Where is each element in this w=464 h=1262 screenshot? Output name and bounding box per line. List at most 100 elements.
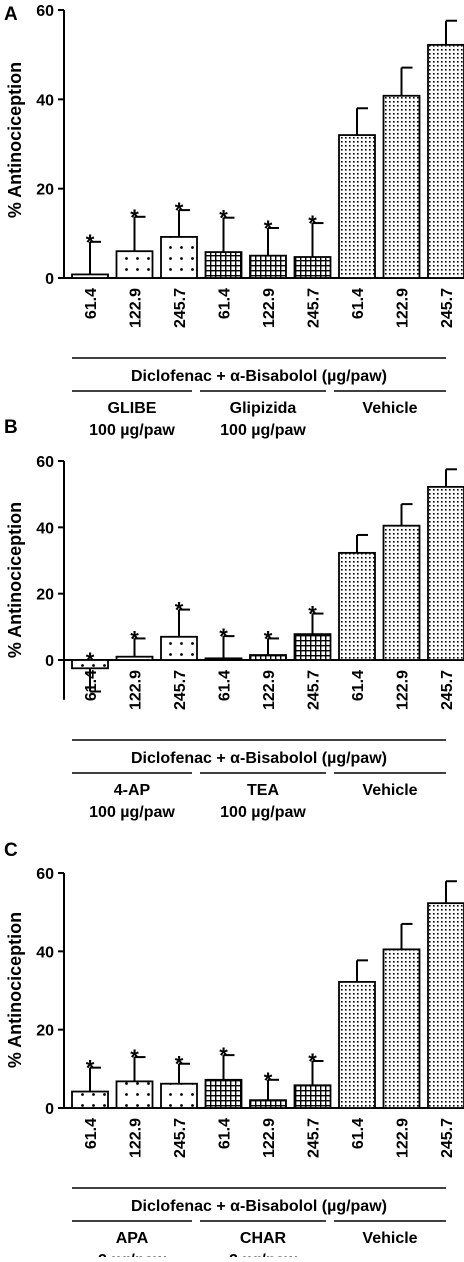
significance-star: * (264, 216, 273, 241)
significance-star: * (86, 1056, 95, 1081)
y-tick-label: 20 (36, 1023, 54, 1040)
y-tick-label: 20 (36, 182, 54, 199)
x-tick-label: 122.9 (395, 1118, 412, 1158)
y-axis-label: % Antinociception (5, 502, 25, 658)
x-tick-label: 61.4 (350, 670, 367, 701)
x-tick-label: 245.7 (172, 1118, 189, 1158)
x-tick-label: 61.4 (217, 670, 234, 701)
bar (71, 1090, 109, 1109)
significance-star: * (264, 626, 273, 651)
y-tick-label: 0 (45, 653, 54, 670)
bar (427, 485, 464, 661)
significance-star: * (130, 626, 139, 651)
significance-star: * (219, 624, 228, 649)
bar (382, 94, 421, 279)
significance-star: * (130, 1045, 139, 1070)
treatment-label: Diclofenac + α-Bisabolol (µg/paw) (131, 368, 387, 385)
bar (204, 1078, 243, 1109)
bar (115, 655, 154, 661)
group-dose-label: 100 µg/paw (89, 422, 175, 439)
group-label: Vehicle (362, 782, 417, 799)
x-tick-label: 61.4 (83, 288, 100, 319)
group-label: Glipizida (230, 400, 297, 417)
x-tick-label: 245.7 (439, 288, 456, 328)
group-dose-label: 2 µg/paw (229, 1252, 297, 1257)
y-tick-label: 0 (45, 1101, 54, 1118)
x-tick-label: 245.7 (172, 670, 189, 710)
significance-star: * (175, 198, 184, 223)
significance-star: * (175, 598, 184, 623)
bar (160, 1082, 198, 1109)
x-tick-label: 122.9 (128, 288, 145, 328)
x-tick-label: 61.4 (350, 288, 367, 319)
bar (249, 254, 287, 279)
group-label: Vehicle (362, 1230, 417, 1247)
significance-star: * (308, 1049, 317, 1074)
bar (115, 250, 154, 279)
y-tick-label: 40 (36, 520, 54, 537)
x-tick-label: 61.4 (83, 1118, 100, 1149)
group-label: 4-AP (114, 782, 151, 799)
x-tick-label: 245.7 (439, 1118, 456, 1158)
panel-letter: A (4, 4, 18, 25)
bar (338, 551, 376, 661)
y-tick-label: 60 (36, 3, 54, 20)
bar (160, 635, 198, 661)
x-tick-label: 245.7 (439, 670, 456, 710)
bar (427, 902, 464, 1109)
bar (160, 236, 198, 279)
chart-panel-a: A % Antinociception 0 20 40 60 * 61.4 * 122.9 * 245… (4, 3, 464, 439)
group-label: TEA (247, 782, 279, 799)
significance-star: * (219, 1043, 228, 1068)
significance-star: * (86, 230, 95, 255)
group-label: Vehicle (362, 400, 417, 417)
y-tick-label: 0 (45, 271, 54, 288)
significance-star: * (219, 206, 228, 231)
bar (249, 1099, 287, 1109)
x-tick-label: 61.4 (350, 1118, 367, 1149)
y-tick-label: 60 (36, 454, 54, 471)
bar (427, 43, 464, 279)
significance-star: * (264, 1068, 273, 1093)
x-tick-label: 122.9 (395, 670, 412, 710)
chart-panel-b: B% Antinociception0204060*61.4*122.9*245… (4, 417, 464, 821)
bar (249, 654, 287, 661)
x-tick-label: 61.4 (217, 288, 234, 319)
bar (382, 524, 421, 661)
bar (293, 256, 332, 279)
bar (293, 1084, 332, 1109)
bar (338, 980, 376, 1109)
significance-star: * (130, 205, 139, 230)
y-tick-label: 60 (36, 866, 54, 883)
x-tick-label: 122.9 (261, 670, 278, 710)
group-label: GLIBE (108, 400, 157, 417)
group-label: APA (116, 1230, 149, 1247)
significance-star: * (175, 1052, 184, 1077)
x-tick-label: 245.7 (306, 288, 323, 328)
x-tick-label: 245.7 (172, 288, 189, 328)
bar (293, 633, 332, 661)
group-dose-label: 2 µg/paw (98, 1252, 166, 1257)
bar (204, 251, 243, 279)
group-label: CHAR (240, 1230, 287, 1247)
treatment-label: Diclofenac + α-Bisabolol (µg/paw) (131, 1198, 387, 1215)
x-tick-label: 122.9 (261, 288, 278, 328)
group-dose-label: 100 µg/paw (89, 804, 175, 821)
bar (71, 273, 109, 279)
bar (115, 1080, 154, 1109)
bar (204, 657, 243, 661)
y-tick-label: 40 (36, 92, 54, 109)
significance-star: * (86, 648, 95, 673)
x-tick-label: 245.7 (306, 670, 323, 710)
panel-letter: C (4, 840, 18, 861)
group-dose-label: 100 µg/paw (220, 422, 306, 439)
y-axis-label: % Antinociception (5, 912, 25, 1068)
x-tick-label: 122.9 (261, 1118, 278, 1158)
significance-star: * (308, 211, 317, 236)
x-tick-label: 61.4 (83, 670, 100, 701)
panel-letter: B (4, 417, 18, 438)
x-tick-label: 122.9 (128, 1118, 145, 1158)
chart-panel-c: C % Antinociception 0 20 40 60 * 61.4 * 122.9 * 245… (4, 840, 464, 1262)
